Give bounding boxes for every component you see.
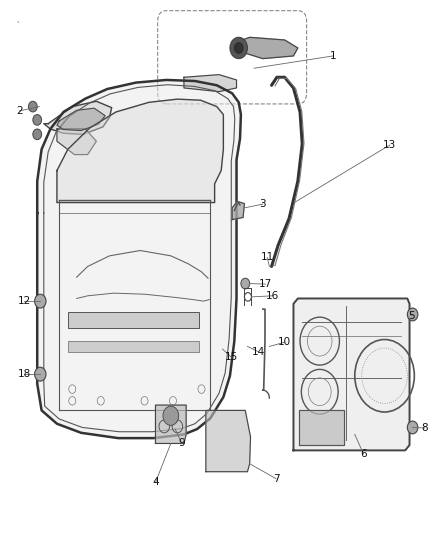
Text: 15: 15: [225, 352, 238, 362]
Text: 12: 12: [18, 296, 31, 306]
Text: 11: 11: [261, 253, 274, 262]
Text: ': ': [17, 21, 19, 30]
FancyBboxPatch shape: [68, 312, 199, 328]
Circle shape: [234, 43, 243, 53]
Polygon shape: [293, 298, 410, 450]
Circle shape: [28, 101, 37, 112]
Text: 7: 7: [272, 474, 279, 483]
Text: 6: 6: [360, 449, 367, 459]
Polygon shape: [57, 129, 96, 155]
Polygon shape: [232, 201, 244, 220]
Text: 10: 10: [278, 337, 291, 347]
Polygon shape: [206, 410, 251, 472]
Circle shape: [33, 115, 42, 125]
Polygon shape: [37, 80, 241, 438]
Circle shape: [33, 129, 42, 140]
Circle shape: [35, 294, 46, 308]
Text: 13: 13: [383, 140, 396, 150]
Polygon shape: [232, 37, 298, 59]
Circle shape: [230, 37, 247, 59]
Text: 8: 8: [421, 423, 428, 433]
Circle shape: [241, 278, 250, 289]
Text: 9: 9: [178, 439, 185, 448]
Text: 17: 17: [259, 279, 272, 289]
Circle shape: [163, 406, 179, 425]
Text: 14: 14: [252, 347, 265, 357]
Circle shape: [407, 308, 418, 321]
Polygon shape: [155, 405, 186, 443]
Text: 2: 2: [16, 106, 23, 116]
Text: 18: 18: [18, 369, 31, 379]
Circle shape: [407, 421, 418, 434]
Text: 1: 1: [329, 51, 336, 61]
Text: 16: 16: [266, 291, 279, 301]
FancyBboxPatch shape: [68, 341, 199, 352]
Circle shape: [35, 367, 46, 381]
Text: 5: 5: [408, 311, 415, 320]
Text: 4: 4: [152, 478, 159, 487]
Polygon shape: [57, 99, 223, 203]
Polygon shape: [57, 108, 105, 131]
Polygon shape: [184, 75, 237, 92]
Polygon shape: [44, 101, 112, 134]
Polygon shape: [299, 410, 344, 445]
Text: 3: 3: [259, 199, 266, 209]
